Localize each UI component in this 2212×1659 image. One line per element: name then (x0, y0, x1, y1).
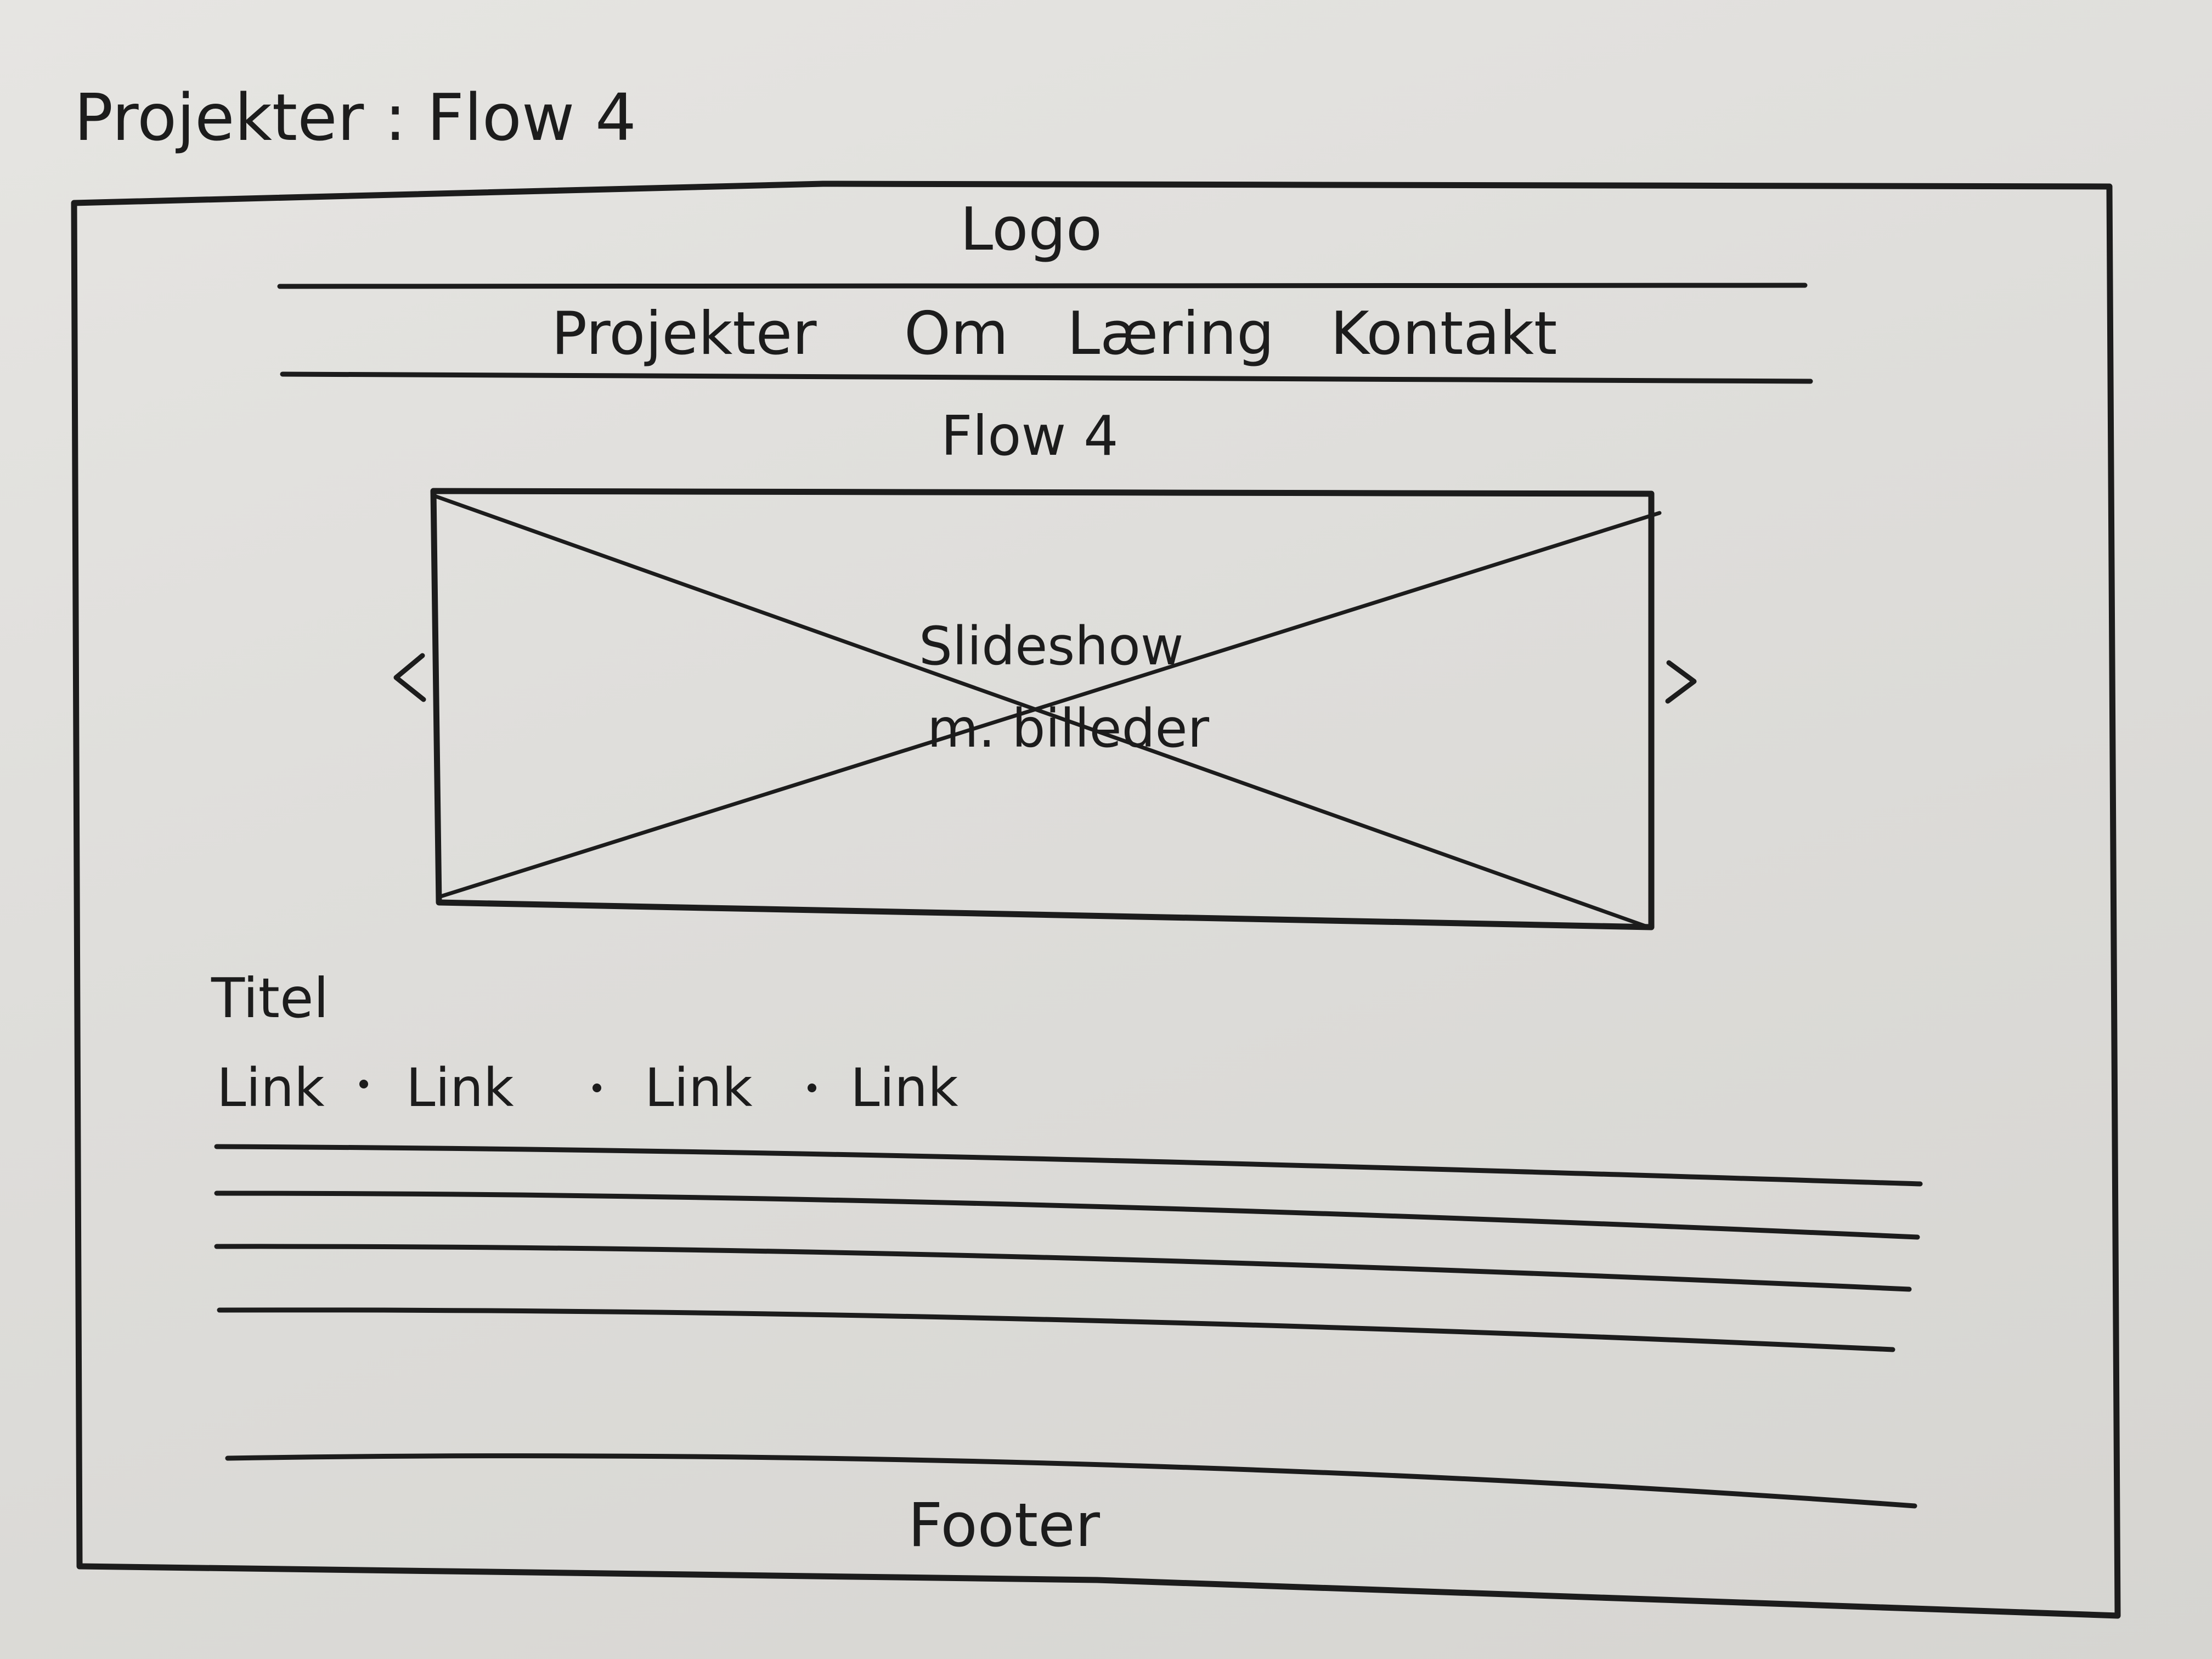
slideshow-frame (430, 488, 1655, 930)
slideshow-cross-line-1 (434, 494, 1651, 929)
sheet-title: Projekter : Flow 4 (74, 80, 637, 155)
text-line-1 (214, 1144, 1923, 1187)
content-link[interactable]: Link (645, 1057, 753, 1119)
link-separator (359, 1080, 368, 1088)
text-line-3 (214, 1244, 1912, 1292)
page-frame (71, 180, 2121, 1619)
footer: Footer (908, 1490, 1100, 1560)
nav-divider (280, 371, 1813, 384)
nav-item-kontakt[interactable]: Kontakt (1330, 300, 1558, 368)
chevron-right-icon[interactable] (1657, 653, 1706, 713)
chevron-left-icon[interactable] (384, 647, 433, 708)
slideshow-cross-line-2 (437, 511, 1662, 899)
logo-divider (277, 283, 1808, 289)
nav-item-laering[interactable]: Læring (1067, 300, 1274, 368)
content-link[interactable]: Link (217, 1057, 325, 1119)
link-separator (592, 1084, 601, 1092)
slideshow-label: Slideshow (919, 616, 1184, 677)
content-link[interactable]: Link (406, 1057, 514, 1119)
content-title: Titel (211, 966, 329, 1030)
nav-item-om[interactable]: Om (904, 300, 1009, 368)
text-line-4 (217, 1307, 1895, 1352)
content-link[interactable]: Link (850, 1057, 958, 1119)
page-heading: Flow 4 (941, 404, 1119, 468)
slideshow-sublabel: m. billeder (927, 698, 1210, 759)
logo[interactable]: Logo (960, 195, 1102, 264)
nav-item-projekter[interactable]: Projekter (551, 300, 817, 368)
footer-divider (225, 1453, 1917, 1509)
text-line-2 (214, 1190, 1920, 1240)
link-separator (808, 1084, 816, 1092)
